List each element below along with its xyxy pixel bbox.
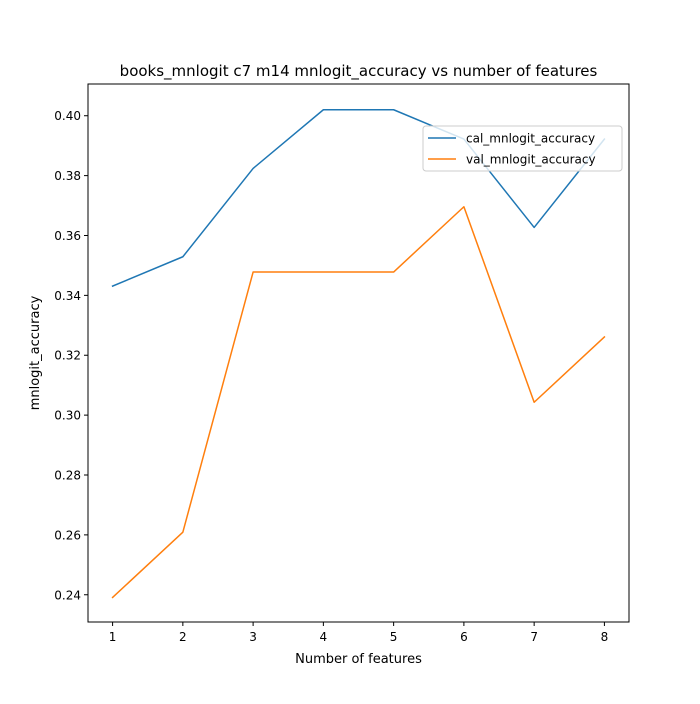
y-tick-label: 0.32 xyxy=(54,349,81,363)
y-tick-label: 0.28 xyxy=(54,469,81,483)
x-tick-label: 8 xyxy=(601,630,609,644)
x-tick-label: 1 xyxy=(109,630,117,644)
plot-frame xyxy=(87,83,630,623)
y-axis-label: mnlogit_accuracy xyxy=(28,295,43,410)
y-tick-label: 0.34 xyxy=(54,289,81,303)
x-axis: 1 2 3 4 5 6 7 8 xyxy=(109,622,608,644)
y-axis: 0.24 0.26 0.28 0.30 0.32 0.34 0.36 0.38 0.40 xyxy=(54,109,88,602)
x-axis-label: Number of features xyxy=(295,652,422,667)
y-tick-label: 0.26 xyxy=(54,528,81,542)
x-tick-label: 2 xyxy=(179,630,187,644)
series-line-cal_mnlogit_accuracy xyxy=(111,109,606,288)
legend[interactable]: cal_mnlogit_accuracy val_mnlogit_accuracy xyxy=(422,125,623,172)
legend-entry-label: val_mnlogit_accuracy xyxy=(466,153,596,167)
x-tick-label: 6 xyxy=(460,630,468,644)
x-tick-label: 7 xyxy=(530,630,538,644)
legend-box xyxy=(422,125,623,172)
chart-title: books_mnlogit c7 m14 mnlogit_accuracy vs… xyxy=(120,62,598,81)
y-tick-label: 0.24 xyxy=(54,588,81,602)
series-line-val_mnlogit_accuracy xyxy=(111,206,606,599)
y-tick-label: 0.36 xyxy=(54,229,81,243)
y-tick-label: 0.40 xyxy=(54,109,81,123)
plot-area xyxy=(87,83,630,623)
legend-entry-label: cal_mnlogit_accuracy xyxy=(466,132,595,146)
series-group xyxy=(111,109,606,599)
y-tick-label: 0.30 xyxy=(54,409,81,423)
x-tick-label: 4 xyxy=(320,630,328,644)
x-tick-label: 3 xyxy=(249,630,257,644)
y-tick-label: 0.38 xyxy=(54,169,81,183)
x-tick-label: 5 xyxy=(390,630,398,644)
